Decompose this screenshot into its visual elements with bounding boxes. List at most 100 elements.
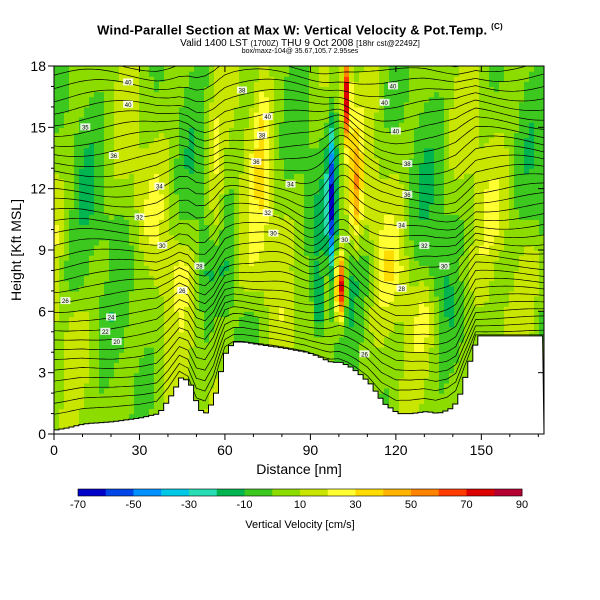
field-cell [64,260,70,266]
field-cell [324,91,330,98]
field-cell [79,270,85,277]
field-cell [234,326,240,333]
field-cell [114,357,120,364]
field-cell [334,229,340,236]
field-cell [314,66,320,72]
field-cell [209,352,215,358]
field-cell [229,198,235,205]
field-cell [104,178,110,185]
field-cell [119,117,125,123]
field-cell [184,250,190,256]
field-cell [59,66,65,72]
field-cell [234,311,240,318]
field-cell [364,66,370,72]
field-cell [204,81,210,88]
field-cell [219,188,225,195]
field-cell [129,71,135,77]
field-cell [399,362,405,369]
field-cell [269,250,275,256]
field-cell [339,101,345,108]
field-cell [99,275,105,282]
field-cell [84,147,90,154]
field-cell [119,321,125,328]
field-cell [89,316,95,323]
field-cell [274,158,280,164]
field-cell [394,265,400,272]
field-cell [369,117,375,123]
field-cell [369,234,375,241]
field-cell [89,168,95,174]
field-cell [89,418,95,425]
field-cell [139,250,145,256]
field-cell [264,193,270,200]
field-cell [159,163,165,169]
field-cell [84,321,90,328]
field-cell [114,214,120,220]
field-cell [99,86,105,93]
field-cell [399,408,405,415]
field-cell [149,270,155,277]
field-cell [264,280,270,287]
field-cell [279,168,285,174]
field-cell [174,219,180,226]
field-cell [74,239,80,246]
field-cell [364,198,370,205]
field-cell [389,357,395,364]
field-cell [299,127,305,134]
field-cell [144,260,150,266]
field-cell [249,270,255,277]
field-cell [184,326,190,333]
field-cell [234,209,240,215]
field-cell [374,347,380,353]
field-cell [64,117,70,123]
field-cell [359,296,365,302]
field-cell [104,393,110,399]
field-cell [109,127,115,134]
field-cell [314,117,320,123]
field-cell [139,224,145,231]
field-cell [289,285,295,292]
field-cell [299,117,305,123]
field-cell [164,163,170,169]
field-cell [59,393,65,399]
field-cell [244,132,250,139]
field-cell [264,152,270,159]
field-cell [124,413,130,420]
field-cell [124,147,130,154]
field-cell [69,306,75,312]
field-cell [149,106,155,113]
field-cell [124,382,130,389]
field-cell [394,260,400,266]
field-cell [314,112,320,118]
field-cell [74,270,80,277]
field-cell [319,290,325,297]
field-cell [54,183,60,190]
field-cell [389,255,395,261]
field-cell [324,173,330,180]
field-cell [99,147,105,154]
field-cell [154,306,160,312]
field-cell [289,209,295,215]
field-cell [384,311,390,318]
field-cell [204,224,210,231]
field-cell [99,234,105,241]
field-cell [54,275,60,282]
field-cell [349,101,355,108]
field-cell [74,158,80,164]
field-cell [379,137,385,144]
field-cell [64,96,70,103]
field-cell [89,255,95,261]
field-cell [204,122,210,128]
field-cell [69,372,75,379]
field-cell [214,362,220,369]
field-cell [349,86,355,93]
field-cell [194,219,200,226]
field-cell [384,152,390,159]
field-cell [154,342,160,348]
field-cell [69,296,75,302]
field-cell [149,290,155,297]
field-cell [289,101,295,108]
field-cell [204,193,210,200]
field-cell [289,204,295,210]
field-cell [394,158,400,164]
